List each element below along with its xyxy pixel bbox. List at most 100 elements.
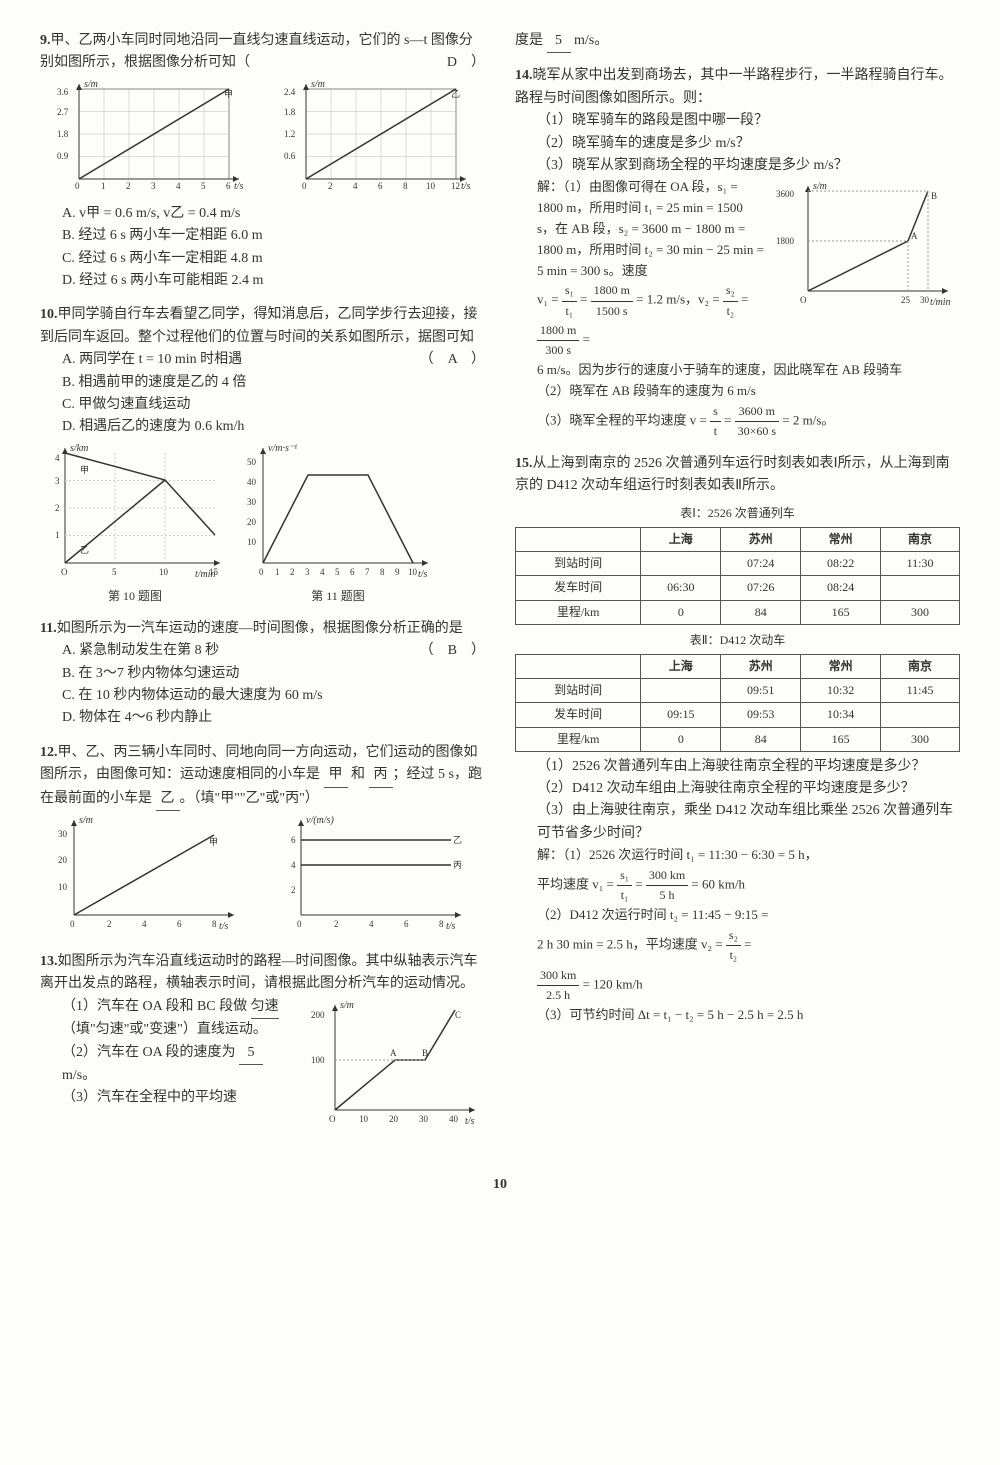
svg-text:4: 4 xyxy=(176,181,181,191)
svg-text:40: 40 xyxy=(247,477,257,487)
q9-opt-c: C. 经过 6 s 两小车一定相距 4.8 m xyxy=(40,248,485,270)
q10-caption: 第 10 题图 xyxy=(40,587,230,606)
svg-text:0: 0 xyxy=(70,919,75,929)
q15-sol2b: 2 h 30 min = 2.5 h，平均速度 v₂ = s₂t₂ = xyxy=(515,926,960,965)
svg-text:O: O xyxy=(329,1114,336,1124)
svg-text:3600: 3600 xyxy=(776,189,795,199)
q10-chart: 甲乙 s/kmt/min 1234 O51015 xyxy=(40,443,230,583)
q15-stem: 从上海到南京的 2526 次普通列车运行时刻表如表Ⅰ所示，从上海到南京的 D41… xyxy=(515,456,950,493)
question-12: 12.甲、乙、丙三辆小车同时、同地向同一方向运动，它们运动的图像如图所示，由图像… xyxy=(40,742,485,939)
svg-text:t/s: t/s xyxy=(234,181,244,192)
q14-p3: （3）晓军从家到商场全程的平均速度是多少 m/s？ xyxy=(515,155,960,177)
svg-text:O: O xyxy=(800,295,807,305)
q13-p1-blank: 匀速 xyxy=(251,996,279,1019)
svg-text:t/min: t/min xyxy=(930,297,951,308)
svg-text:乙: 乙 xyxy=(80,545,89,555)
page-number: 10 xyxy=(40,1174,960,1196)
svg-text:1: 1 xyxy=(101,181,106,191)
svg-text:10: 10 xyxy=(247,537,257,547)
q14-sol2: （2）晓军在 AB 段骑车的速度为 6 m/s xyxy=(515,381,960,402)
svg-text:200: 200 xyxy=(311,1010,325,1020)
svg-text:A: A xyxy=(911,231,918,241)
q12-chart-left: 甲 s/mt/s 102030 02468 xyxy=(49,815,249,935)
svg-text:1: 1 xyxy=(275,567,280,577)
svg-text:30: 30 xyxy=(247,497,257,507)
question-13: 13.如图所示为汽车沿直线运动时的路程—时间图像。其中纵轴表示汽车离开出发点的路… xyxy=(40,951,485,1110)
svg-text:8: 8 xyxy=(212,919,217,929)
svg-text:4: 4 xyxy=(320,567,325,577)
q15-p3: （3）由上海驶往南京，乘坐 D412 次动车组比乘坐 2526 次普通列车可节省… xyxy=(515,800,960,845)
svg-text:20: 20 xyxy=(58,855,68,865)
svg-text:10: 10 xyxy=(58,882,68,892)
q13-cont: 度是 5 m/s。 xyxy=(515,30,960,53)
svg-text:v/m·s⁻¹: v/m·s⁻¹ xyxy=(268,443,297,454)
svg-text:5: 5 xyxy=(112,567,117,577)
q11-stem: 如图所示为一汽车运动的速度—时间图像，根据图像分析正确的是 xyxy=(57,621,463,636)
table-row: 到站时间09:5110:3211:45 xyxy=(516,679,960,703)
q13-cont-blank: 5 xyxy=(547,30,571,53)
question-10: 10.甲同学骑自行车去看望乙同学，得知消息后，乙同学步行去迎接，接到后同车返回。… xyxy=(40,304,485,606)
q15-table1: 上海苏州常州南京 到站时间07:2408:2211:30 发车时间06:3007… xyxy=(515,527,960,625)
q13-p2-blank: 5 xyxy=(239,1042,263,1065)
svg-text:0: 0 xyxy=(259,567,264,577)
svg-text:4: 4 xyxy=(369,919,374,929)
svg-text:2: 2 xyxy=(55,503,60,513)
table-row: 发车时间06:3007:2608:24 xyxy=(516,576,960,600)
svg-text:丙: 丙 xyxy=(453,860,462,870)
table-row: 发车时间09:1509:5310:34 xyxy=(516,703,960,727)
svg-text:10: 10 xyxy=(408,567,418,577)
q15-sol3: （3）可节约时间 Δt = t₁ − t₂ = 5 h − 2.5 h = 2.… xyxy=(515,1005,960,1026)
svg-text:B: B xyxy=(931,191,937,201)
q14-stem: 晓军从家中出发到商场去，其中一半路程步行，一半路程骑自行车。路程与时间图像如图所… xyxy=(515,68,953,105)
q13-p2b: m/s。 xyxy=(62,1068,96,1083)
q13-stem: 如图所示为汽车沿直线运动时的路程—时间图像。其中纵轴表示汽车离开出发点的路程，横… xyxy=(40,954,478,991)
q12-number: 12. xyxy=(40,745,58,760)
svg-text:50: 50 xyxy=(247,457,257,467)
svg-text:6: 6 xyxy=(350,567,355,577)
svg-text:1800: 1800 xyxy=(776,236,795,246)
svg-text:9: 9 xyxy=(395,567,400,577)
q9-chart-right: s/m t/s 乙 0.61.21.82.4 024681012 xyxy=(276,79,476,199)
svg-text:t/s: t/s xyxy=(219,921,229,932)
svg-text:20: 20 xyxy=(389,1114,399,1124)
q10-opt-d: D. 相遇后乙的速度为 0.6 km/h xyxy=(40,416,485,438)
svg-text:10: 10 xyxy=(426,181,436,191)
q10-number: 10. xyxy=(40,307,58,322)
svg-text:30: 30 xyxy=(920,295,930,305)
table-row: 里程/km084165300 xyxy=(516,600,960,624)
q12-stem3: 。（填"甲""乙"或"丙"） xyxy=(180,791,319,806)
table-row: 里程/km084165300 xyxy=(516,727,960,751)
svg-text:6: 6 xyxy=(226,181,231,191)
q12-blank1: 甲 xyxy=(324,764,348,787)
q10-opt-c: C. 甲做匀速直线运动 xyxy=(40,394,485,416)
q12-blank3: 乙 xyxy=(156,788,180,811)
q12-blank2: 丙 xyxy=(369,764,393,787)
left-column: 9.甲、乙两小车同时同地沿同一直线匀速直线运动，它们的 s—t 图像分别如图所示… xyxy=(40,30,485,1134)
q11-answer: B xyxy=(448,643,457,658)
svg-text:0.6: 0.6 xyxy=(284,151,296,161)
svg-text:s/m: s/m xyxy=(340,1000,354,1011)
q15-p2: （2）D412 次动车组由上海驶往南京全程的平均速度是多少？ xyxy=(515,778,960,800)
svg-text:2: 2 xyxy=(328,181,333,191)
q14-sol1b: 6 m/s。因为步行的速度小于骑车的速度，因此晓军在 AB 段骑车 xyxy=(515,360,960,381)
svg-text:3: 3 xyxy=(55,476,60,486)
svg-text:B: B xyxy=(422,1048,428,1058)
q11-opt-b: B. 在 3～7 秒内物体匀速运动 xyxy=(40,663,485,685)
svg-text:t/s: t/s xyxy=(465,1116,475,1127)
svg-text:4: 4 xyxy=(291,860,296,870)
q9-number: 9. xyxy=(40,33,51,48)
q15-number: 15. xyxy=(515,456,533,471)
svg-text:6: 6 xyxy=(291,835,296,845)
svg-text:2: 2 xyxy=(334,919,339,929)
svg-text:2: 2 xyxy=(291,885,296,895)
svg-text:10: 10 xyxy=(159,567,169,577)
q15-table2: 上海苏州常州南京 到站时间09:5110:3211:45 发车时间09:1509… xyxy=(515,654,960,752)
svg-text:8: 8 xyxy=(403,181,408,191)
svg-text:2.4: 2.4 xyxy=(284,87,296,97)
svg-text:4: 4 xyxy=(55,453,60,463)
svg-text:0: 0 xyxy=(302,181,307,191)
svg-text:3: 3 xyxy=(305,567,310,577)
q13-p2a: （2）汽车在 OA 段的速度为 xyxy=(62,1045,239,1060)
svg-text:6: 6 xyxy=(177,919,182,929)
svg-text:s/km: s/km xyxy=(70,443,88,454)
